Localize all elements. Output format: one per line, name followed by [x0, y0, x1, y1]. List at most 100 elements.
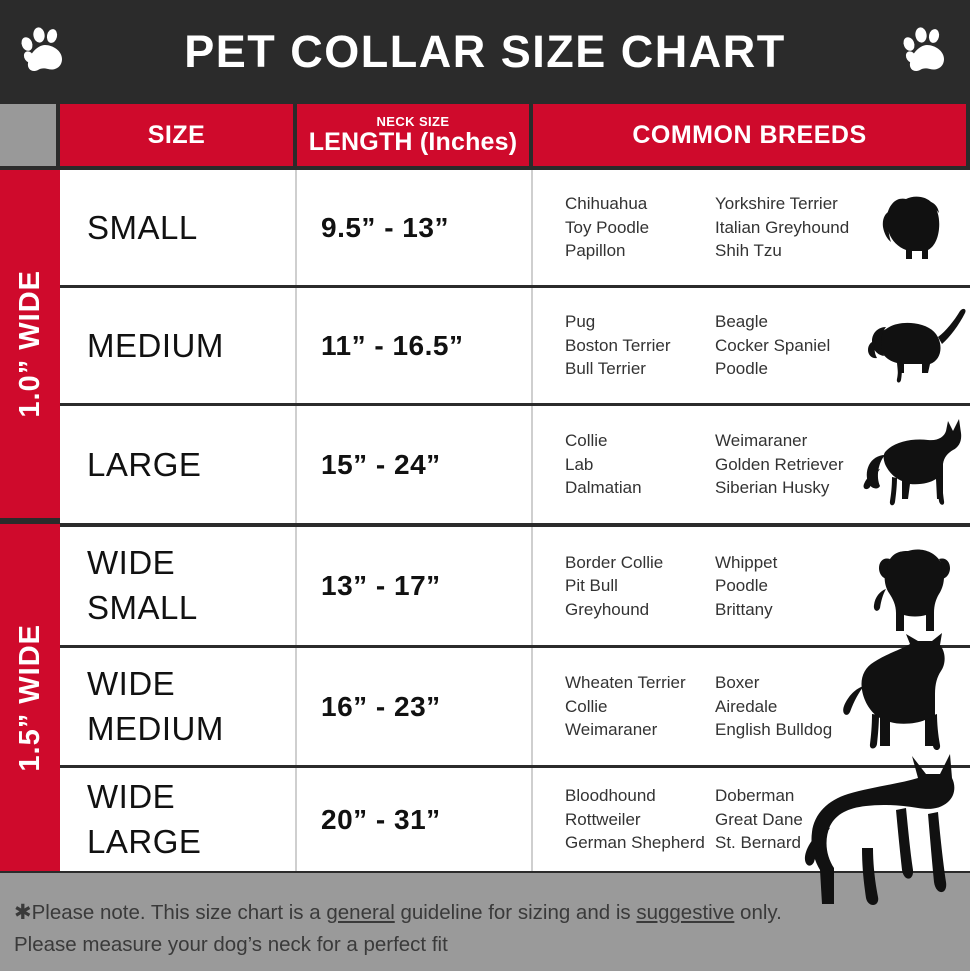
- footer-underline-general: general: [326, 901, 395, 924]
- breed-item: Poodle: [715, 576, 768, 596]
- breed-column-2: Whippet Poodle Brittany: [715, 551, 890, 621]
- length-value: 16” - 23”: [321, 690, 441, 722]
- breed-item: Weimaraner: [565, 720, 658, 740]
- size-label-line2: MEDIUM: [87, 709, 224, 747]
- cell-size: WIDE LARGE: [60, 768, 297, 871]
- breed-column-1: Border Collie Pit Bull Greyhound: [565, 551, 715, 621]
- table-body: SMALL 9.5” - 13” Chihuahua Toy Poodle Pa…: [60, 170, 970, 871]
- breed-item: Bloodhound: [565, 786, 656, 806]
- footer-text-c: only.: [734, 901, 782, 924]
- cell-breeds: Border Collie Pit Bull Greyhound Whippet…: [533, 527, 970, 645]
- cell-breeds: Collie Lab Dalmatian Weimaraner Golden R…: [533, 406, 970, 523]
- length-value: 15” - 24”: [321, 448, 441, 480]
- cell-breeds: Chihuahua Toy Poodle Papillon Yorkshire …: [533, 170, 970, 285]
- breed-item: Collie: [565, 431, 608, 451]
- breed-item: Whippet: [715, 552, 778, 572]
- cell-size: WIDE MEDIUM: [60, 648, 297, 765]
- cell-length: 16” - 23”: [297, 648, 533, 765]
- breed-column-1: Chihuahua Toy Poodle Papillon: [565, 192, 715, 262]
- breed-item: Airedale: [715, 696, 778, 716]
- breed-item: German Shepherd: [565, 833, 705, 853]
- table-row[interactable]: SMALL 9.5” - 13” Chihuahua Toy Poodle Pa…: [60, 170, 970, 285]
- cell-size: MEDIUM: [60, 288, 297, 403]
- size-label: WIDE: [87, 664, 176, 702]
- rail-label: 1.0” WIDE: [13, 270, 46, 418]
- breed-column-2: Beagle Cocker Spaniel Poodle: [715, 310, 890, 380]
- breed-item: Yorkshire Terrier: [715, 194, 838, 214]
- size-label: WIDE: [87, 544, 176, 582]
- breed-column-1: Pug Boston Terrier Bull Terrier: [565, 310, 715, 380]
- breed-item: Greyhound: [565, 599, 650, 619]
- breed-item: Collie: [565, 696, 608, 716]
- cell-size: WIDE SMALL: [60, 527, 297, 645]
- length-value: 13” - 17”: [321, 570, 441, 601]
- breed-item: Beagle: [715, 312, 768, 332]
- breed-column-2: Weimaraner Golden Retriever Siberian Hus…: [715, 429, 890, 499]
- footer-text-a: Please note. This size chart is a: [31, 901, 327, 924]
- footer-line-1: ✱Please note. This size chart is a gener…: [14, 897, 952, 929]
- breed-item: Italian Greyhound: [715, 217, 850, 237]
- footer-text-b: guideline for sizing and is: [394, 901, 637, 924]
- breed-item: Pug: [565, 312, 596, 332]
- breed-item: Boston Terrier: [565, 335, 671, 355]
- breed-item: Siberian Husky: [715, 478, 830, 498]
- footer-underline-suggestive: suggestive: [636, 901, 735, 924]
- cell-breeds: Bloodhound Rottweiler German Shepherd Do…: [533, 768, 970, 871]
- size-label-line2: LARGE: [87, 822, 202, 860]
- breed-item: Dalmatian: [565, 478, 642, 498]
- breed-item: Pit Bull: [565, 576, 618, 596]
- cell-length: 13” - 17”: [297, 527, 533, 645]
- asterisk-icon: ✱: [14, 901, 32, 924]
- breed-item: Border Collie: [565, 552, 664, 572]
- table-row[interactable]: MEDIUM 11” - 16.5” Pug Boston Terrier Bu…: [60, 288, 970, 403]
- breed-item: Weimaraner: [715, 431, 808, 451]
- breed-item: Rottweiler: [565, 809, 641, 829]
- cell-breeds: Pug Boston Terrier Bull Terrier Beagle C…: [533, 288, 970, 403]
- column-header-length-main: LENGTH (Inches): [308, 127, 518, 156]
- breed-item: English Bulldog: [715, 720, 833, 740]
- breed-item: Brittany: [715, 599, 773, 619]
- breed-column-1: Wheaten Terrier Collie Weimaraner: [565, 671, 715, 741]
- breed-column-2: Yorkshire Terrier Italian Greyhound Shih…: [715, 192, 890, 262]
- length-value: 9.5” - 13”: [321, 211, 449, 243]
- paw-print-icon: [21, 27, 62, 72]
- breed-item: Poodle: [715, 359, 768, 379]
- footer-note: ✱Please note. This size chart is a gener…: [0, 873, 970, 971]
- size-label: MEDIUM: [87, 326, 224, 364]
- breed-item: Bull Terrier: [565, 359, 646, 379]
- length-value: 20” - 31”: [321, 803, 441, 835]
- table-row[interactable]: WIDE LARGE 20” - 31” Bloodhound Rottweil…: [60, 768, 970, 871]
- rail-label: 1.5” WIDE: [13, 623, 46, 772]
- breed-item: Toy Poodle: [565, 217, 650, 237]
- breed-item: Great Dane: [715, 809, 803, 829]
- table-row[interactable]: WIDE SMALL 13” - 17” Border Collie Pit B…: [60, 527, 970, 645]
- footer-line-2: Please measure your dog’s neck for a per…: [14, 932, 448, 956]
- breed-item: Doberman: [715, 786, 795, 806]
- section-rail-1.5-wide: 1.5” WIDE: [0, 524, 60, 871]
- header-corner-cell: [0, 104, 60, 166]
- cell-length: 9.5” - 13”: [297, 170, 533, 285]
- breed-item: Shih Tzu: [715, 241, 782, 261]
- column-header-length-sub: NECK SIZE: [376, 113, 450, 129]
- breed-item: Boxer: [715, 673, 760, 693]
- cell-size: SMALL: [60, 170, 297, 285]
- page-title: PET COLLAR SIZE CHART: [184, 26, 786, 77]
- breed-item: Golden Retriever: [715, 454, 844, 474]
- breed-column-2: Doberman Great Dane St. Bernard: [715, 784, 890, 854]
- breed-item: St. Bernard: [715, 833, 801, 853]
- cell-breeds: Wheaten Terrier Collie Weimaraner Boxer …: [533, 648, 970, 765]
- breed-item: Cocker Spaniel: [715, 335, 831, 355]
- size-label-line2: SMALL: [87, 589, 198, 626]
- cell-length: 20” - 31”: [297, 768, 533, 871]
- cell-length: 15” - 24”: [297, 406, 533, 523]
- breed-item: Papillon: [565, 241, 626, 261]
- table-row[interactable]: LARGE 15” - 24” Collie Lab Dalmatian Wei…: [60, 406, 970, 523]
- breed-item: Lab: [565, 454, 594, 474]
- size-label: SMALL: [87, 208, 198, 246]
- length-value: 11” - 16.5”: [321, 329, 464, 361]
- breed-column-2: Boxer Airedale English Bulldog: [715, 671, 890, 741]
- column-header-length: NECK SIZE LENGTH (Inches): [297, 104, 533, 166]
- size-label: WIDE: [87, 777, 176, 815]
- table-row[interactable]: WIDE MEDIUM 16” - 23” Wheaten Terrier Co…: [60, 648, 970, 765]
